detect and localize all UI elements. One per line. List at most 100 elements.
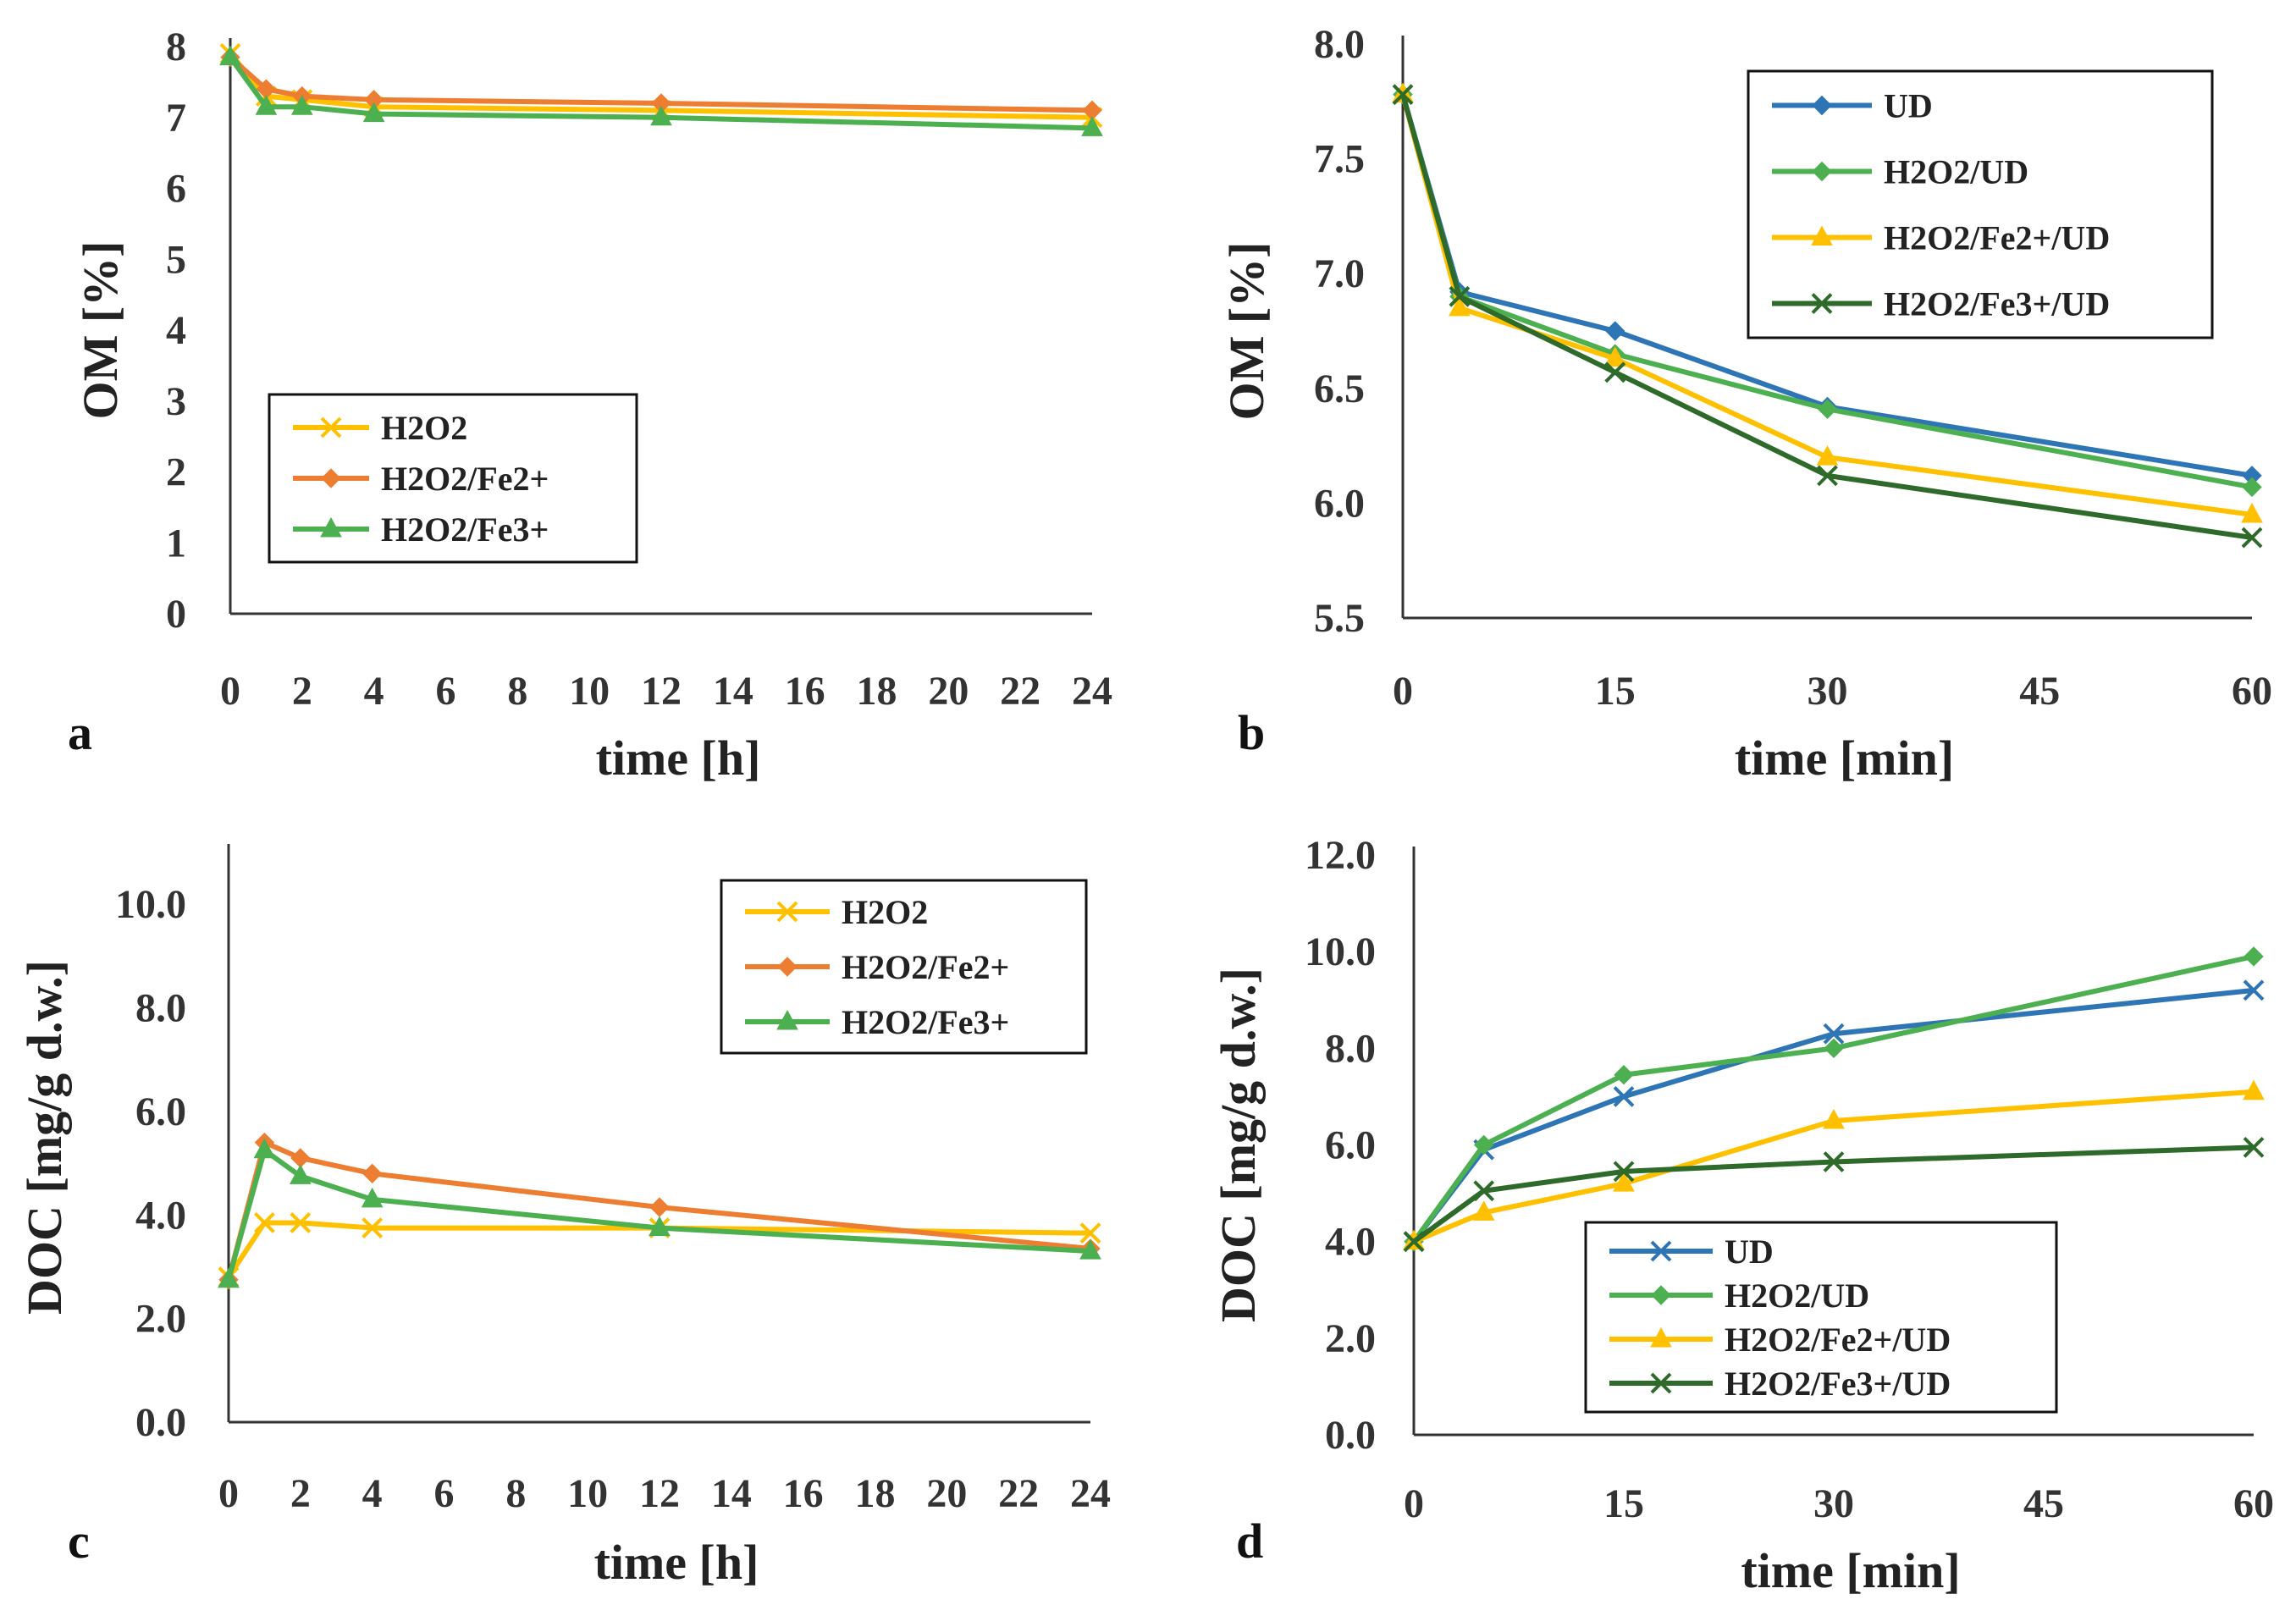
data-point: [1472, 1200, 1495, 1221]
y-tick-label: 8.0: [135, 986, 186, 1031]
y-tick-label: 0.0: [135, 1400, 186, 1445]
data-point: [362, 1163, 383, 1184]
y-tick-label: 6.5: [1314, 367, 1365, 411]
data-point: [361, 1187, 384, 1208]
x-tick-label: 16: [785, 669, 825, 714]
data-point: [1403, 1231, 1425, 1253]
legend-marker: [777, 957, 798, 977]
panel-c: 0.02.04.06.08.010.00 2 4 6 8 10 12 14 16 18 20 22 24…: [17, 844, 1111, 1590]
x-tick-label: 12: [641, 669, 682, 714]
x-tick-label: 60: [2233, 1481, 2274, 1526]
x-axis-title: time [min]: [1735, 731, 1954, 786]
y-tick-label: 4: [166, 308, 186, 353]
x-axis-title: time [min]: [1741, 1543, 1960, 1598]
x-tick-label: 45: [2023, 1481, 2064, 1526]
data-point: [1614, 1065, 1634, 1085]
series-line: [226, 1220, 1091, 1279]
legend-marker: [321, 468, 341, 488]
data-point: [254, 1212, 275, 1233]
x-tick-label: 30: [1808, 669, 1848, 714]
y-tick-label: 7.5: [1314, 137, 1365, 182]
data-point: [362, 102, 385, 123]
x-tick-label: 0: [218, 1471, 239, 1516]
y-axis-title: OM [%]: [73, 241, 128, 420]
legend-marker: [1811, 293, 1833, 314]
y-tick-label: 12.0: [1305, 833, 1376, 878]
x-tick-label: 15: [1595, 669, 1636, 714]
x-tick-label: 22: [1000, 669, 1040, 714]
data-point: [289, 1164, 312, 1184]
legend-marker: [776, 901, 798, 923]
data-point: [1613, 1172, 1635, 1192]
legend-label: UD: [1725, 1233, 1774, 1271]
y-tick-label: 2.0: [1325, 1316, 1376, 1361]
x-tick-label: 45: [2019, 669, 2060, 714]
y-tick-label: 6.0: [1325, 1123, 1376, 1168]
y-tick-label: 10.0: [115, 882, 186, 927]
x-tick-label: 8: [507, 669, 527, 714]
x-tick-label: 24: [1072, 669, 1112, 714]
data-point: [1816, 445, 1839, 466]
x-tick-label: 20: [926, 1471, 967, 1516]
data-point: [290, 1212, 312, 1233]
legend-marker: [1812, 161, 1832, 182]
data-point: [1604, 361, 1626, 383]
data-point: [1449, 295, 1471, 317]
data-point: [2241, 527, 2263, 549]
legend-marker: [320, 416, 342, 438]
x-tick-label: 8: [505, 1471, 526, 1516]
legend-label: H2O2/Fe2+/UD: [1725, 1321, 1951, 1359]
x-tick-label: 6: [436, 669, 456, 714]
x-axis-title: time [h]: [596, 731, 761, 786]
y-tick-label: 7.0: [1314, 251, 1365, 296]
data-point: [290, 95, 313, 115]
y-tick-label: 5: [166, 237, 186, 282]
data-point: [2242, 477, 2262, 498]
data-point: [1079, 1222, 1101, 1244]
legend-label: H2O2/Fe3+/UD: [1884, 285, 2110, 323]
legend-label: H2O2/UD: [1884, 153, 2028, 191]
x-tick-label: 22: [998, 1471, 1039, 1516]
y-tick-label: 0.0: [1325, 1413, 1376, 1458]
legend-label: H2O2/Fe2+: [842, 948, 1009, 986]
legend-marker: [1650, 1240, 1672, 1262]
y-tick-label: 0: [166, 592, 186, 637]
panel-letter: a: [68, 705, 92, 760]
series-line: [229, 55, 1093, 113]
legend-marker: [1651, 1285, 1671, 1305]
data-point: [1823, 1023, 1845, 1045]
legend-box: [1747, 69, 2214, 339]
data-point: [1605, 321, 1625, 341]
x-tick-label: 16: [783, 1471, 824, 1516]
data-point: [1613, 1086, 1635, 1107]
x-tick-label: 24: [1070, 1471, 1111, 1516]
x-tick-label: 15: [1603, 1481, 1644, 1526]
legend-marker: [776, 1009, 798, 1030]
legend-marker: [1811, 225, 1833, 245]
legend-marker: [1650, 1372, 1672, 1394]
y-tick-label: 6.0: [1314, 481, 1365, 526]
y-axis-title: DOC [mg/g d.w.]: [17, 960, 72, 1315]
x-tick-label: 4: [362, 1471, 383, 1516]
y-tick-label: 8.0: [1325, 1026, 1376, 1071]
data-point: [1817, 399, 1838, 419]
data-point: [218, 1267, 240, 1288]
data-point: [1824, 1038, 1844, 1059]
data-point: [1473, 1180, 1495, 1202]
y-tick-label: 8: [166, 25, 186, 69]
legend-label: H2O2/Fe3+/UD: [1725, 1365, 1951, 1403]
data-point: [1823, 1151, 1845, 1172]
data-point: [1603, 346, 1626, 367]
x-tick-label: 30: [1813, 1481, 1854, 1526]
x-tick-label: 10: [567, 1471, 608, 1516]
legend-label: H2O2/UD: [1725, 1277, 1869, 1315]
legend-marker: [320, 516, 342, 538]
x-tick-label: 14: [711, 1471, 752, 1516]
x-tick-label: 10: [569, 669, 610, 714]
data-point: [649, 1216, 671, 1237]
y-tick-label: 2: [166, 450, 186, 495]
data-point: [1823, 1108, 1845, 1129]
data-point: [362, 1217, 384, 1238]
panel-d: 0.0 2.0 4.0 6.0 8.0 10.0 12.0 0 15 30 45 60 time [mi…: [1211, 833, 2274, 1598]
